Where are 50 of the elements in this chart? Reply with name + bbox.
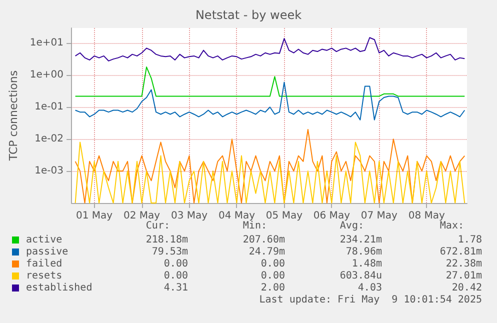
text: 672.81m (440, 246, 482, 258)
text: 0.00 (164, 270, 188, 282)
y-tick-label: 1e-01 (34, 102, 64, 113)
text: Avg: (340, 220, 364, 232)
x-tick-label: 07 May (360, 210, 398, 222)
x-tick-label: 01 May (76, 210, 113, 222)
y-tick-label: 1e-02 (34, 134, 64, 145)
line-series (74, 37, 466, 62)
text: 27.01m (446, 270, 482, 282)
text: 22.38m (446, 258, 482, 270)
x-tick-label: 03 May (170, 210, 208, 222)
legend-label: failed (26, 258, 62, 270)
line-series (74, 82, 466, 120)
legend-label: resets (26, 270, 62, 282)
legend-label: passive (26, 246, 68, 258)
y-axis-title: TCP connections (7, 70, 20, 162)
text: 0.00 (164, 258, 188, 270)
chart-title: Netstat - by week (195, 8, 302, 22)
text: 0.00 (260, 270, 285, 282)
x-tick-label: 04 May (218, 210, 256, 222)
text: 4.03 (358, 282, 382, 294)
text: 603.84u (340, 270, 382, 282)
text: Last update: Fri May 9 10:01:54 2025 (259, 294, 482, 306)
y-tick-label: 1e-03 (34, 166, 64, 177)
text: 218.18m (146, 234, 188, 246)
text: 1.48m (352, 258, 382, 270)
text: Min: (242, 220, 267, 232)
text: 24.79m (248, 246, 285, 258)
text: Cur: (146, 220, 170, 232)
legend-label: established (26, 282, 92, 294)
y-tick-label: 1e+00 (30, 70, 64, 81)
legend-label: active (26, 234, 62, 246)
text: 0.00 (260, 258, 285, 270)
text: 4.31 (164, 282, 188, 294)
text: 1.78 (458, 234, 482, 246)
text: 20.42 (452, 282, 482, 294)
x-tick-label: 08 May (408, 210, 446, 222)
text: 2.00 (260, 282, 285, 294)
line-series (74, 142, 466, 204)
text: 207.60m (242, 234, 285, 246)
x-tick-label: 06 May (313, 210, 350, 222)
text: Max: (440, 220, 464, 232)
x-tick-label: 02 May (123, 210, 160, 222)
text: 234.21m (340, 234, 382, 246)
text: 78.96m (346, 246, 382, 258)
line-series (74, 66, 466, 97)
x-tick-label: 05 May (266, 210, 303, 222)
y-tick-label: 1e+01 (30, 38, 64, 49)
line-series (74, 128, 466, 204)
text: 79.53m (152, 246, 188, 258)
